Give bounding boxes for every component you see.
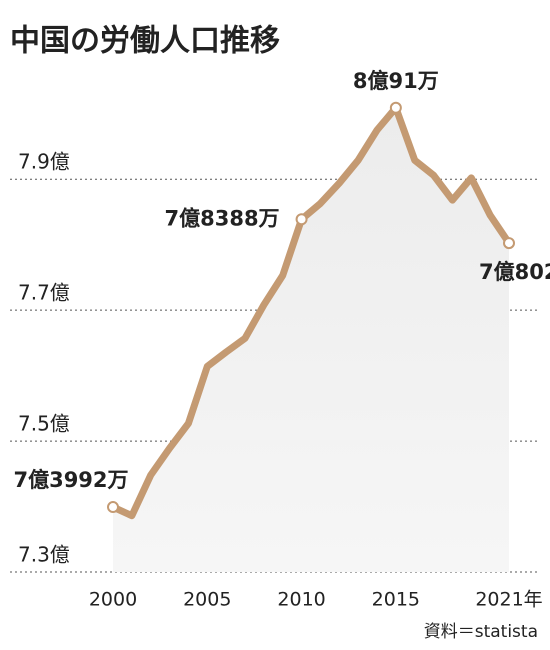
data-label: 7億8024万人 bbox=[479, 260, 550, 284]
x-tick-label: 2015 bbox=[372, 589, 420, 611]
point bbox=[503, 237, 515, 250]
x-tick-label: 2010 bbox=[277, 589, 325, 611]
x-tick-label: 2000 bbox=[89, 589, 137, 611]
point bbox=[295, 213, 308, 226]
point bbox=[389, 101, 402, 114]
y-tick-label: 7.9億 bbox=[18, 150, 70, 174]
data-label: 7億8388万 bbox=[165, 206, 280, 230]
source: 資料＝statista bbox=[424, 622, 538, 642]
line bbox=[111, 104, 512, 520]
area bbox=[113, 107, 509, 572]
point bbox=[107, 501, 119, 514]
x-tick-label: 2005 bbox=[183, 589, 231, 611]
y-tick-label: 7.3億 bbox=[18, 543, 70, 567]
data-label: 7億3992万 bbox=[13, 468, 128, 492]
chart-title: 中国の労働人口推移 bbox=[10, 24, 280, 59]
x-tick-label: 2021年 bbox=[475, 589, 542, 611]
y-tick-label: 7.7億 bbox=[18, 281, 70, 305]
y-tick-label: 7.5億 bbox=[18, 412, 70, 436]
data-label: 8億91万 bbox=[353, 69, 439, 93]
